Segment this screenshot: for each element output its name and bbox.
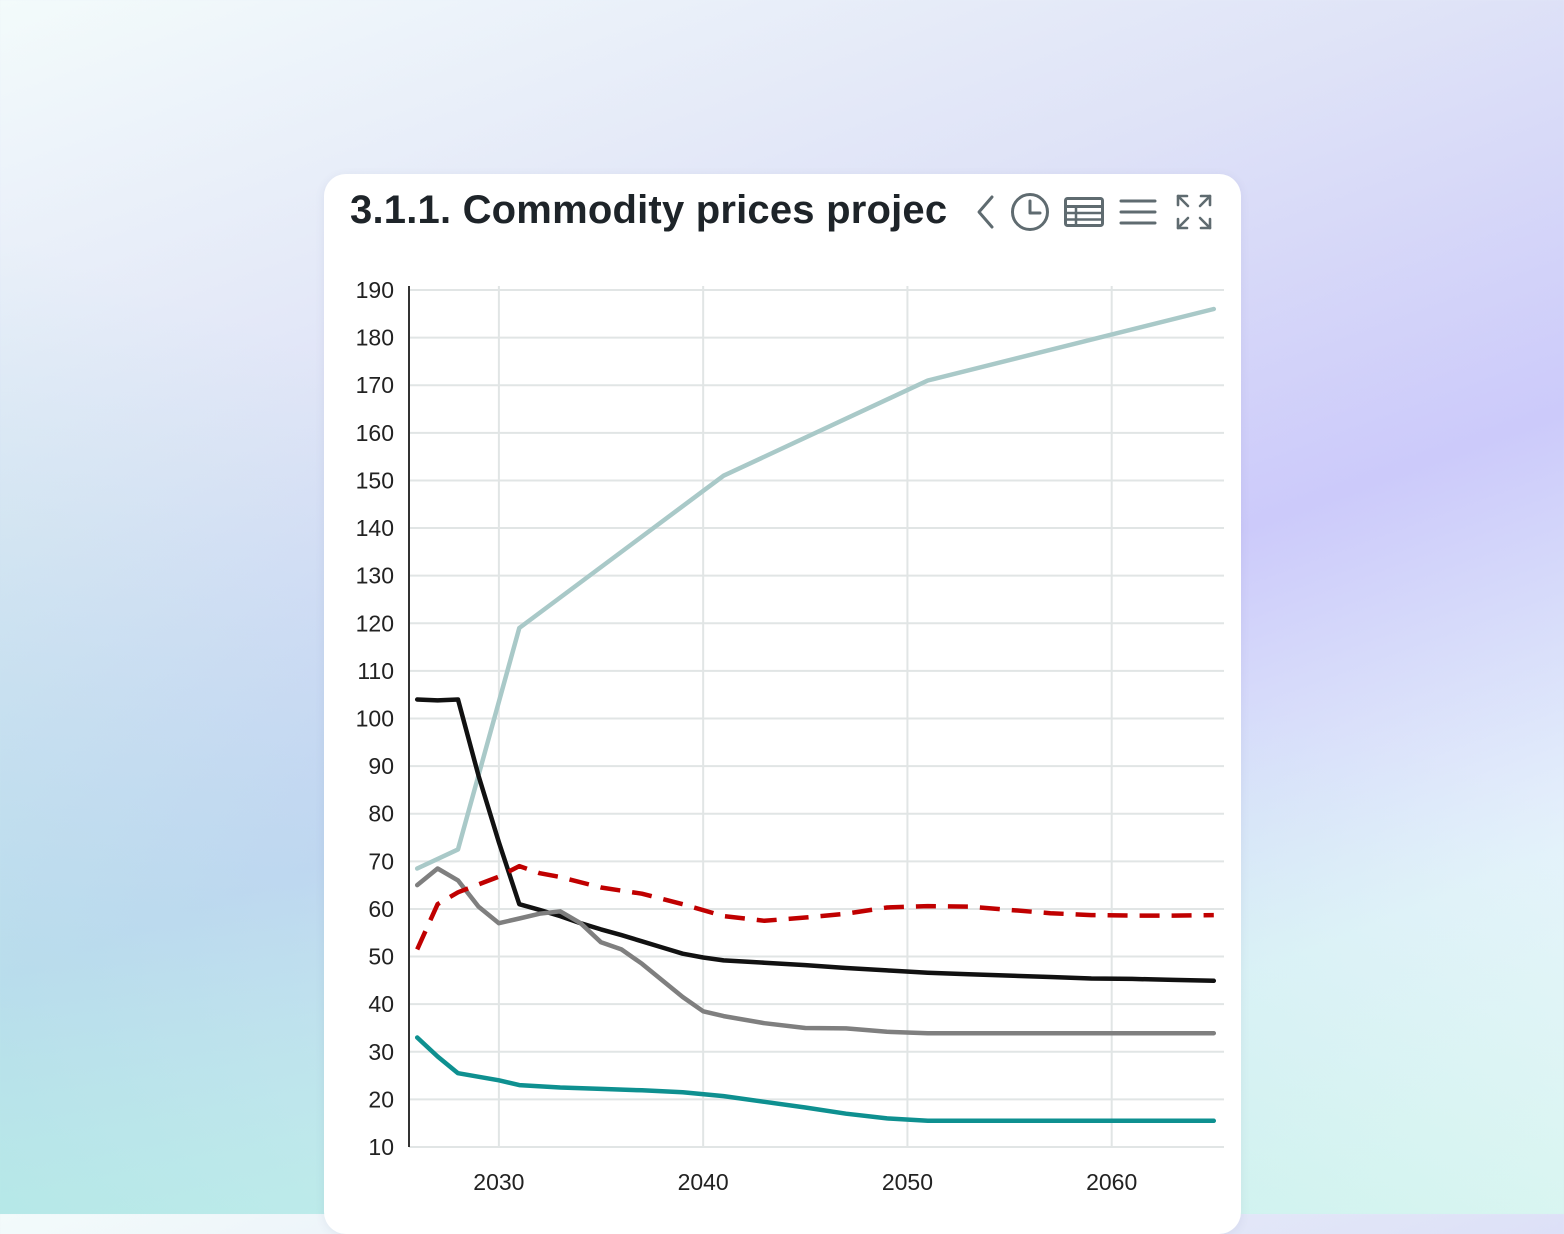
y-tick-label: 130 xyxy=(356,563,394,589)
y-tick-label: 180 xyxy=(356,325,394,351)
menu-button[interactable] xyxy=(1116,190,1160,234)
x-tick-label: 2030 xyxy=(473,1169,524,1195)
series-group xyxy=(414,306,1217,1124)
y-tick-label: 80 xyxy=(368,801,394,827)
table-icon xyxy=(1064,197,1104,227)
x-tick-label: 2040 xyxy=(678,1169,729,1195)
menu-icon xyxy=(1119,199,1157,225)
grid xyxy=(409,286,1224,1148)
chart-title: 3.1.1. Commodity prices projec xyxy=(350,188,948,232)
series-line-dark-red-dashed xyxy=(415,863,1214,951)
history-clock-icon xyxy=(1011,193,1049,231)
y-tick-label: 190 xyxy=(356,277,394,303)
table-view-button[interactable] xyxy=(1062,190,1106,234)
y-tick-label: 110 xyxy=(357,658,394,684)
y-tick-label: 140 xyxy=(356,515,394,541)
series-line-light-teal xyxy=(414,306,1217,871)
x-tick-label: 2050 xyxy=(882,1169,933,1195)
y-tick-label: 20 xyxy=(368,1086,394,1112)
fullscreen-icon xyxy=(1176,194,1212,230)
history-button[interactable] xyxy=(1008,190,1052,234)
axes: 1020304050607080901001101201301401501601… xyxy=(356,277,1138,1195)
line-chart: 1020304050607080901001101201301401501601… xyxy=(356,277,1224,1195)
y-tick-label: 170 xyxy=(356,372,394,398)
y-tick-label: 160 xyxy=(356,420,394,446)
y-tick-label: 120 xyxy=(356,610,394,636)
y-tick-label: 60 xyxy=(368,896,394,922)
chevron-left-icon xyxy=(977,195,994,229)
series-line-black xyxy=(414,697,1217,984)
y-tick-label: 10 xyxy=(368,1134,394,1160)
series-line-teal xyxy=(414,1035,1217,1124)
back-button[interactable] xyxy=(964,190,1008,234)
fullscreen-button[interactable] xyxy=(1172,190,1216,234)
y-tick-label: 50 xyxy=(368,944,394,970)
series-line-gray xyxy=(414,866,1217,1036)
x-tick-label: 2060 xyxy=(1086,1169,1137,1195)
y-tick-label: 30 xyxy=(368,1039,394,1065)
y-tick-label: 70 xyxy=(368,848,394,874)
y-tick-label: 90 xyxy=(368,753,394,779)
y-tick-label: 100 xyxy=(356,706,394,732)
y-tick-label: 40 xyxy=(368,991,394,1017)
y-tick-label: 150 xyxy=(356,467,394,493)
chart-card: 3.1.1. Commodity prices projec xyxy=(324,174,1241,1234)
